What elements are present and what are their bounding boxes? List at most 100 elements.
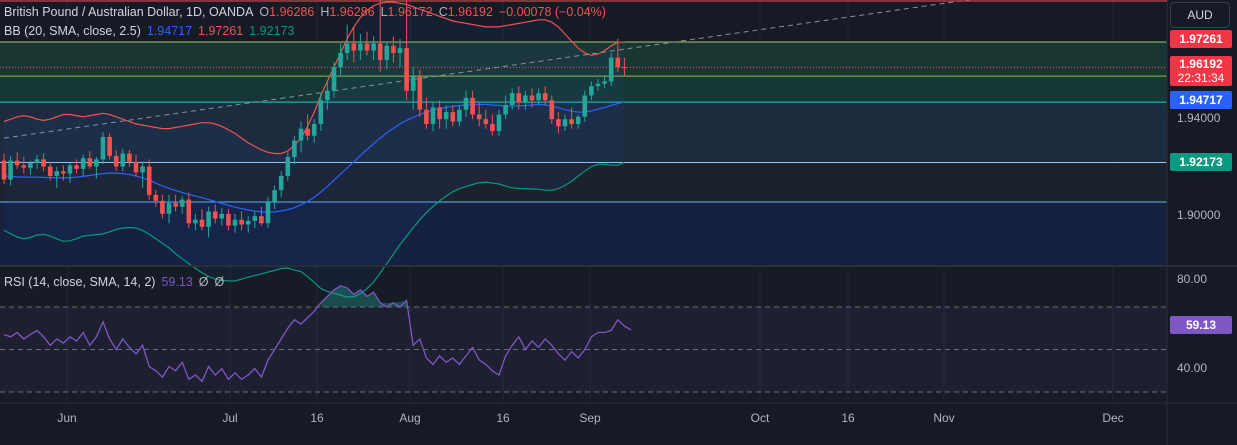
candle-body (265, 201, 271, 224)
candle-body (424, 109, 429, 124)
candle (160, 194, 165, 219)
candle (47, 161, 53, 181)
candle-body (351, 43, 357, 51)
candle (344, 24, 350, 61)
candle-body (1, 160, 7, 180)
candlesticks (1, 0, 627, 238)
candle-body (556, 119, 561, 127)
candle (470, 90, 475, 120)
candle-body (509, 93, 515, 105)
candle (206, 206, 211, 238)
bb-legend: BB (20, SMA, close, 2.5) 1.94717 1.97261… (4, 24, 294, 38)
x-label-aug: Aug (399, 411, 421, 425)
basis-price-label: 1.94717 (1170, 91, 1232, 109)
candle-body (232, 219, 238, 226)
candle (67, 162, 73, 184)
currency-button[interactable]: AUD (1170, 2, 1230, 28)
zone-upper (0, 42, 1167, 77)
candle-body (450, 112, 456, 122)
candle (364, 31, 370, 56)
candle-body (278, 175, 284, 191)
candle-body (371, 43, 376, 51)
candle (417, 69, 423, 117)
candle (186, 192, 192, 229)
candle-body (206, 211, 211, 227)
bb-basis-line (3, 101, 625, 213)
candle (34, 154, 40, 169)
open-value: 1.96286 (269, 5, 315, 19)
candle (430, 102, 436, 132)
candle-body (61, 171, 66, 174)
candle-body (437, 107, 442, 120)
rsi-empty-2: Ø (214, 275, 225, 289)
candle (199, 209, 205, 231)
bb-upper-value: 1.97261 (198, 24, 244, 38)
candle (542, 86, 548, 105)
candle (87, 151, 93, 169)
candle-body (311, 123, 317, 136)
candle-body (430, 107, 436, 124)
candle (463, 90, 469, 117)
candle-body (443, 112, 449, 120)
candle (450, 104, 456, 127)
high-value: 1.96286 (329, 5, 375, 19)
candle (8, 155, 13, 186)
candle (239, 211, 244, 231)
candle (424, 97, 429, 129)
rsi-line (3, 285, 632, 383)
candle-body (226, 213, 231, 226)
candle-body (463, 97, 469, 110)
candle-body (153, 194, 159, 201)
rsi-overbought-fill (320, 285, 407, 307)
candle (278, 171, 284, 198)
x-label-oct: Oct (750, 411, 770, 425)
candle-body (377, 43, 383, 61)
candle-body (100, 136, 106, 160)
candle-body (193, 219, 198, 224)
x-label-oct-16: 16 (841, 411, 855, 425)
candle (608, 52, 614, 87)
candle (140, 161, 145, 188)
candle-body (179, 199, 185, 207)
price-tick-194: 1.94000 (1177, 111, 1221, 125)
change-value: −0.00078 (−0.04%) (498, 5, 606, 19)
candle (245, 216, 251, 233)
candle-body (120, 153, 126, 167)
candle (212, 204, 218, 224)
candle (120, 148, 126, 172)
candle-body (186, 199, 192, 224)
candle (107, 133, 112, 160)
candle (437, 100, 442, 129)
candle-body (259, 216, 264, 224)
high-label: H (320, 5, 330, 19)
candle (100, 132, 106, 165)
candle (490, 114, 495, 136)
dashed-trend-line (3, 0, 971, 139)
candle (556, 112, 561, 134)
candle (226, 209, 231, 231)
bb-label[interactable]: BB (20, SMA, close, 2.5) (4, 24, 141, 38)
candle-body (298, 128, 304, 141)
x-label-nov: Nov (933, 411, 955, 425)
candle-body (523, 95, 528, 103)
candle (404, 0, 409, 101)
candle (384, 41, 390, 70)
candle-body (483, 119, 489, 124)
x-label-jul: Jul (222, 411, 238, 425)
candle-body (549, 100, 555, 120)
candle (371, 36, 376, 61)
candle-body (569, 119, 574, 124)
candle (219, 207, 225, 226)
candle-body (113, 155, 119, 167)
last-price-label: 1.96192 22:31:34 (1170, 56, 1232, 86)
low-label: L (380, 5, 388, 19)
symbol-title[interactable]: British Pound / Australian Dollar, 1D, O… (4, 5, 254, 19)
close-label: C (438, 5, 448, 19)
candle (397, 38, 403, 68)
candle-body (252, 216, 258, 221)
close-value: 1.96192 (447, 5, 493, 19)
candle (305, 114, 310, 141)
lower-band-price-label: 1.92173 (1170, 153, 1232, 171)
rsi-label[interactable]: RSI (14, close, SMA, 14, 2) (4, 275, 156, 289)
